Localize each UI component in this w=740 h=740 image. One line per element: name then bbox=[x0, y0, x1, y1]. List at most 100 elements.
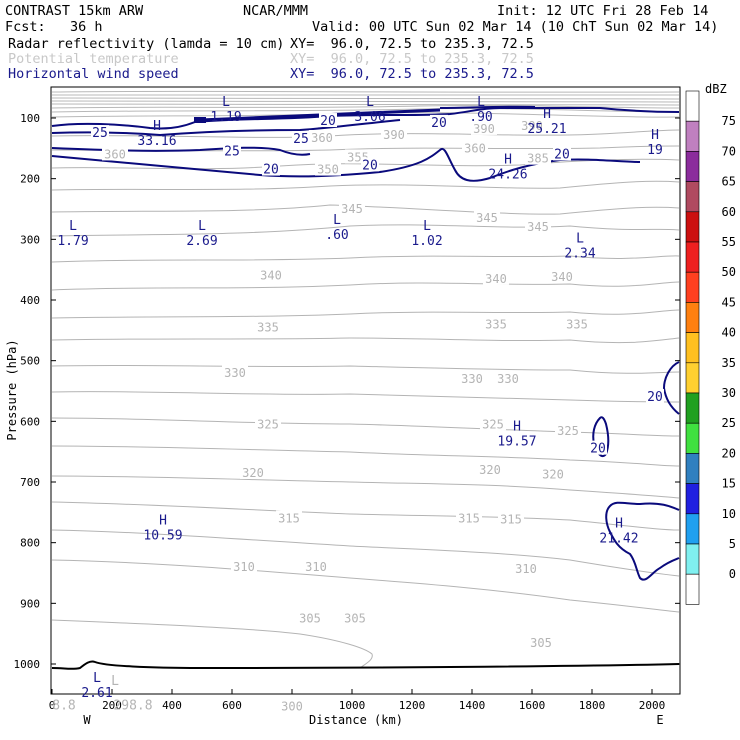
extremum-marker: L bbox=[576, 231, 584, 246]
y-tick-label: 900 bbox=[20, 597, 40, 610]
colorbar-level: 10 bbox=[722, 507, 736, 521]
theta-label-bg bbox=[519, 117, 545, 132]
colorbar-swatch bbox=[685, 422, 700, 454]
colorbar-level: 15 bbox=[722, 477, 736, 491]
theta-label-bg bbox=[483, 316, 509, 331]
theta-label: 335 bbox=[566, 317, 588, 331]
valid-time: Valid: 00 UTC Sun 02 Mar 14 (10 ChT Sun … bbox=[312, 19, 719, 35]
x-tick-label: 2000 bbox=[639, 699, 666, 712]
colorbar-level: 70 bbox=[722, 144, 736, 158]
colorbar-swatch bbox=[685, 332, 700, 364]
wind-label-bg bbox=[292, 131, 310, 146]
theta-label-bg bbox=[474, 210, 500, 225]
colorbar-level: 35 bbox=[722, 356, 736, 370]
colorbar-swatch bbox=[685, 181, 700, 213]
y-tick-label: 800 bbox=[20, 537, 40, 550]
theta-label: 315 bbox=[278, 511, 300, 525]
wind-label: 20 bbox=[263, 163, 279, 178]
theta-label-bg bbox=[471, 120, 497, 135]
x-tick-label: 600 bbox=[222, 699, 242, 712]
extremum-value: 2.69 bbox=[186, 234, 217, 249]
extremum-value: 3.06 bbox=[354, 110, 385, 125]
y-tick-label: 300 bbox=[20, 233, 40, 246]
extremum-marker: L bbox=[423, 219, 431, 234]
extremum-marker: H bbox=[543, 107, 551, 122]
wind-label: 20 bbox=[647, 390, 663, 405]
y-tick-label: 700 bbox=[20, 476, 40, 489]
wind-label-bg bbox=[361, 157, 379, 172]
theta-label: 345 bbox=[341, 202, 363, 216]
extremum-marker: H bbox=[504, 153, 512, 168]
extremum-marker: H bbox=[159, 513, 167, 528]
theta-label: 360 bbox=[104, 147, 126, 161]
colorbar-swatch bbox=[685, 453, 700, 484]
colorbar-swatch bbox=[685, 573, 700, 605]
x-tick-label: 400 bbox=[162, 699, 182, 712]
wind-label: 20 bbox=[554, 147, 570, 162]
theta-label: 305 bbox=[299, 612, 321, 626]
theta-label: 315 bbox=[500, 513, 522, 527]
wind-label-bg bbox=[589, 440, 607, 455]
extremum-marker: L bbox=[69, 219, 77, 234]
theta-label-bg bbox=[309, 130, 335, 145]
extremum-value: 10.59 bbox=[143, 528, 182, 543]
theta-label-bg bbox=[342, 610, 368, 625]
theta-label: 305 bbox=[344, 612, 366, 626]
colorbar-swatch bbox=[685, 483, 700, 515]
colorbar-level: 75 bbox=[722, 114, 736, 128]
theta-label-bg bbox=[315, 161, 341, 176]
extremum-marker: H bbox=[513, 419, 521, 434]
theta-contours bbox=[51, 129, 680, 669]
colorbar-level: 65 bbox=[722, 175, 736, 189]
theta-label: 385 bbox=[527, 152, 549, 166]
theta-label-bg bbox=[102, 146, 128, 161]
surface-label: 8.8 bbox=[52, 699, 75, 714]
wind-label-bg bbox=[430, 114, 448, 129]
theta-label: 310 bbox=[305, 560, 327, 574]
theta-label-bg bbox=[495, 370, 521, 385]
wind-label: 20 bbox=[320, 114, 336, 129]
theta-label-bg bbox=[513, 560, 539, 575]
field-name-wind: Horizontal wind speed bbox=[8, 66, 179, 82]
colorbar-level: 5 bbox=[729, 537, 736, 551]
wind-label-bg bbox=[91, 125, 109, 140]
theta-label: 315 bbox=[458, 511, 480, 525]
colorbar-swatch bbox=[685, 302, 700, 333]
theta-label-bg bbox=[483, 270, 509, 285]
theta-label: 330 bbox=[224, 366, 246, 380]
wind-label: 25 bbox=[224, 144, 240, 159]
extremum-value: 33.16 bbox=[137, 134, 176, 149]
colorbar-level: 60 bbox=[722, 205, 736, 219]
theta-label: 340 bbox=[260, 269, 282, 283]
colorbar-level: 25 bbox=[722, 416, 736, 430]
center-title: NCAR/MMM bbox=[243, 3, 309, 19]
theta-label-bg bbox=[480, 416, 506, 431]
colorbar-level: 50 bbox=[722, 265, 736, 279]
theta-label: 390 bbox=[521, 119, 543, 133]
field-xy-wind: XY= 96.0, 72.5 to 235.3, 72.5 bbox=[290, 66, 534, 82]
colorbar-level: 55 bbox=[722, 235, 736, 249]
surface-terrain-line bbox=[51, 660, 680, 670]
colorbar-swatch bbox=[685, 90, 700, 122]
wind-label-bg bbox=[223, 143, 241, 158]
theta-label: 350 bbox=[317, 163, 339, 177]
theta-label: 305 bbox=[530, 636, 552, 650]
theta-label: 360 bbox=[311, 131, 333, 145]
extremum-value: 24.26 bbox=[488, 168, 527, 183]
wind-contours bbox=[51, 105, 680, 581]
theta-label-bg bbox=[240, 464, 266, 479]
theta-label: 335 bbox=[485, 317, 507, 331]
theta-label: 330 bbox=[497, 372, 519, 386]
extremum-value: 25.21 bbox=[527, 122, 566, 137]
plot-frame bbox=[50, 86, 681, 695]
theta-label: 325 bbox=[557, 424, 579, 438]
wind-contour-labels: 25 25 25 20 20 20 20 20 20 20 bbox=[91, 113, 664, 457]
theta-label-bg bbox=[258, 267, 284, 282]
theta-label-bg bbox=[381, 126, 407, 141]
x-axis-label: Distance (km) bbox=[309, 713, 403, 727]
west-end-label: W bbox=[83, 713, 91, 727]
theta-label: 310 bbox=[515, 562, 537, 576]
extremum-marker: H bbox=[615, 517, 623, 532]
extremum-value: .60 bbox=[325, 228, 348, 243]
